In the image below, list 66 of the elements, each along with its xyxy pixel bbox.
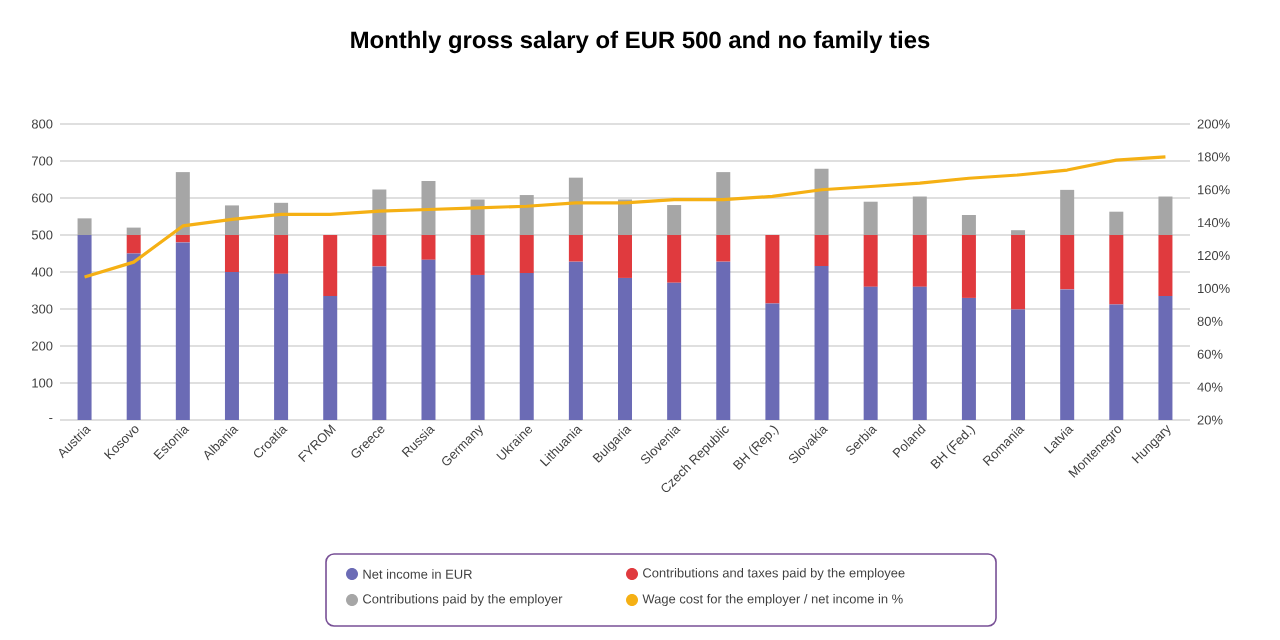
bar (1158, 296, 1173, 420)
bar (224, 272, 239, 420)
bar (470, 274, 485, 420)
bar (470, 199, 485, 236)
bar (765, 235, 780, 304)
line-series (82, 155, 1168, 279)
bar (814, 235, 829, 267)
bar (323, 235, 338, 297)
bar (1109, 235, 1124, 305)
bar (667, 282, 682, 420)
bar (1158, 235, 1173, 297)
bar (372, 235, 387, 267)
bar (961, 297, 976, 420)
bar (618, 235, 633, 278)
bar (568, 177, 583, 236)
bar (912, 235, 927, 287)
bar (1011, 309, 1026, 420)
bar (961, 235, 976, 298)
bar (1060, 189, 1075, 236)
bar (667, 205, 682, 236)
bar (421, 235, 436, 260)
bar (912, 196, 927, 236)
bar (421, 259, 436, 420)
bar (863, 201, 878, 236)
bar (716, 235, 731, 262)
bar (765, 303, 780, 420)
bar (224, 235, 239, 272)
bar (126, 235, 141, 254)
bar (863, 235, 878, 287)
bar (1011, 230, 1026, 236)
bar (421, 180, 436, 236)
bar (568, 235, 583, 262)
bar (568, 261, 583, 420)
bar (274, 235, 289, 274)
bar (1011, 235, 1026, 310)
bar (519, 273, 534, 420)
bar (175, 242, 190, 420)
bar (126, 227, 141, 236)
bar (470, 235, 485, 275)
bar (175, 172, 190, 236)
bar (372, 266, 387, 420)
bar (618, 199, 633, 236)
bar (814, 168, 829, 236)
bar (716, 172, 731, 236)
bar (519, 195, 534, 236)
bar (618, 277, 633, 420)
bar (175, 235, 190, 243)
bar (961, 215, 976, 236)
chart-title: Monthly gross salary of EUR 500 and no family ties (351, 30, 930, 54)
bar (323, 296, 338, 420)
bar (716, 261, 731, 420)
bar (519, 235, 534, 274)
bar (77, 218, 92, 236)
bar (372, 189, 387, 236)
bar (1109, 304, 1124, 420)
bar (274, 273, 289, 420)
bar (1109, 211, 1124, 236)
bar (1060, 289, 1075, 420)
bar (863, 286, 878, 420)
bar (814, 266, 829, 420)
bar (77, 235, 92, 420)
bar (126, 253, 141, 420)
bar (1158, 196, 1173, 236)
bar (1060, 235, 1075, 290)
bar (667, 235, 682, 283)
bar (912, 286, 927, 420)
